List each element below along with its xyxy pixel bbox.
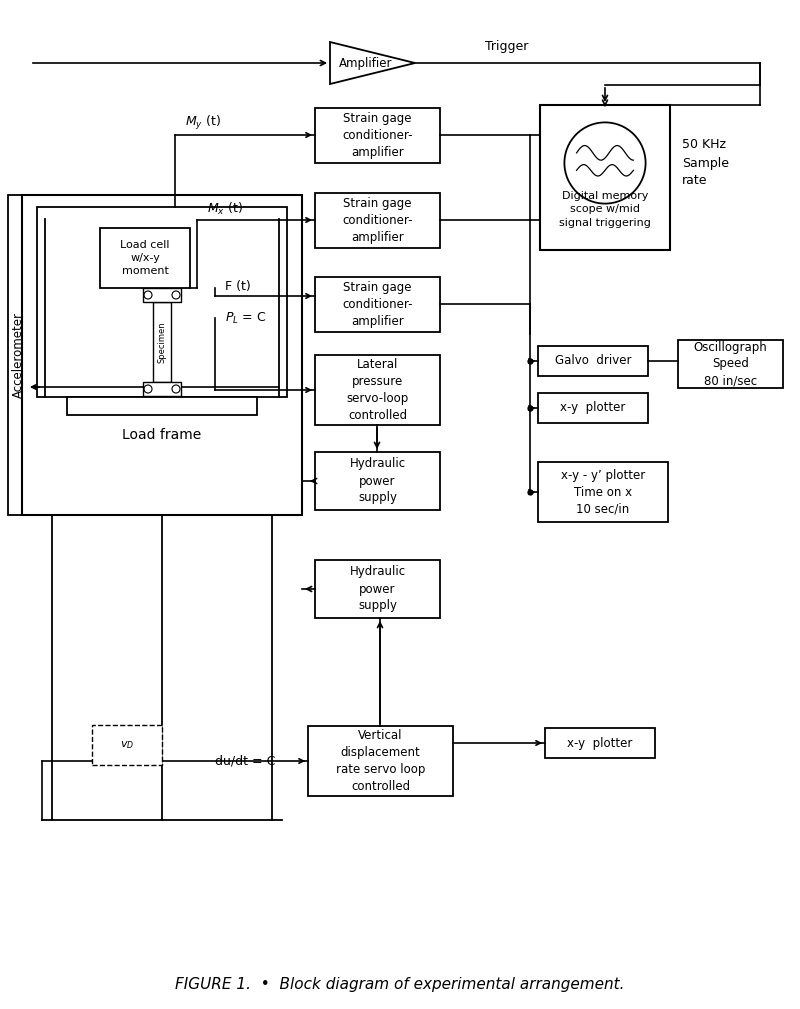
Text: Digital memory
scope w/mid
signal triggering: Digital memory scope w/mid signal trigge…	[559, 191, 651, 228]
FancyBboxPatch shape	[315, 560, 440, 618]
FancyBboxPatch shape	[22, 195, 302, 515]
FancyBboxPatch shape	[545, 728, 655, 758]
Text: $P_L$ = C: $P_L$ = C	[225, 311, 266, 326]
FancyBboxPatch shape	[143, 288, 181, 302]
Text: $M_x$ (t): $M_x$ (t)	[207, 201, 243, 217]
Text: Oscillograph
Speed
80 in/sec: Oscillograph Speed 80 in/sec	[694, 340, 767, 387]
Text: Galvo  driver: Galvo driver	[554, 354, 631, 367]
FancyBboxPatch shape	[678, 340, 783, 388]
Text: Trigger: Trigger	[485, 40, 528, 53]
Text: Vertical
displacement
rate servo loop
controlled: Vertical displacement rate servo loop co…	[336, 728, 425, 793]
Text: Load frame: Load frame	[122, 428, 202, 442]
FancyBboxPatch shape	[100, 228, 190, 288]
Text: du/dt = C: du/dt = C	[215, 755, 275, 768]
Text: Hydraulic
power
supply: Hydraulic power supply	[350, 565, 406, 612]
FancyBboxPatch shape	[315, 355, 440, 425]
Text: Strain gage
conditioner-
amplifier: Strain gage conditioner- amplifier	[342, 281, 413, 328]
Text: x-y  plotter: x-y plotter	[567, 737, 633, 750]
FancyBboxPatch shape	[315, 193, 440, 248]
Text: x-y - y’ plotter
Time on x
10 sec/in: x-y - y’ plotter Time on x 10 sec/in	[561, 468, 645, 516]
Text: Hydraulic
power
supply: Hydraulic power supply	[350, 457, 406, 504]
Text: F (t): F (t)	[225, 281, 250, 293]
Text: Load cell
w/x-y
moment: Load cell w/x-y moment	[120, 240, 170, 276]
FancyBboxPatch shape	[143, 382, 181, 396]
Text: Lateral
pressure
servo-loop
controlled: Lateral pressure servo-loop controlled	[346, 358, 409, 422]
Text: $v_D$: $v_D$	[120, 740, 134, 751]
Text: Strain gage
conditioner-
amplifier: Strain gage conditioner- amplifier	[342, 197, 413, 244]
FancyBboxPatch shape	[538, 346, 648, 376]
FancyBboxPatch shape	[315, 452, 440, 510]
Text: Accelerometer: Accelerometer	[11, 312, 25, 398]
FancyBboxPatch shape	[153, 302, 171, 382]
Text: Strain gage
conditioner-
amplifier: Strain gage conditioner- amplifier	[342, 112, 413, 159]
FancyBboxPatch shape	[92, 725, 162, 765]
FancyBboxPatch shape	[538, 393, 648, 423]
Text: Specimen: Specimen	[158, 321, 166, 363]
Text: x-y  plotter: x-y plotter	[560, 402, 626, 415]
FancyBboxPatch shape	[67, 397, 257, 415]
Text: 50 KHz
Sample
rate: 50 KHz Sample rate	[682, 138, 729, 188]
Text: $M_y$ (t): $M_y$ (t)	[185, 114, 221, 132]
FancyBboxPatch shape	[8, 195, 28, 515]
Text: FIGURE 1.  •  Block diagram of experimental arrangement.: FIGURE 1. • Block diagram of experimenta…	[175, 978, 625, 993]
FancyBboxPatch shape	[315, 108, 440, 163]
FancyBboxPatch shape	[37, 207, 287, 397]
Text: Amplifier: Amplifier	[339, 57, 393, 70]
FancyBboxPatch shape	[308, 726, 453, 796]
FancyBboxPatch shape	[538, 462, 668, 522]
FancyBboxPatch shape	[540, 105, 670, 250]
FancyBboxPatch shape	[315, 277, 440, 332]
